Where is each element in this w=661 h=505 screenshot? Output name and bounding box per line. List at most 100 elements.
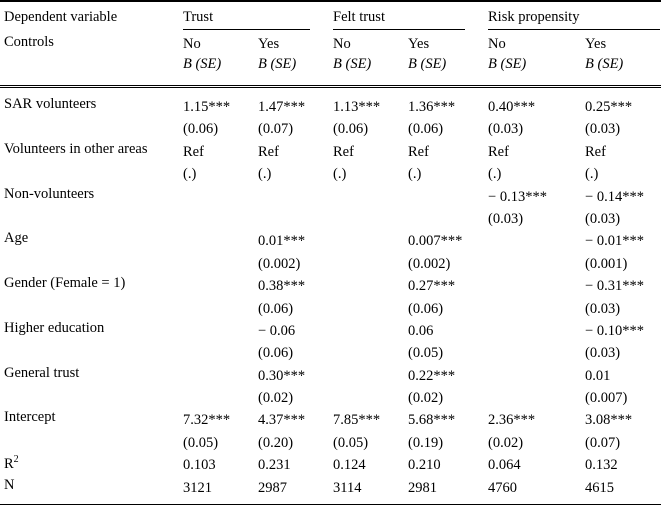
estimate-value: 1.47*** — [258, 99, 306, 115]
estimate-value: 2.36*** — [488, 412, 536, 429]
coefficient-cell: − 0.01*** (0.001) — [585, 230, 661, 275]
standard-error-value — [333, 342, 408, 364]
coefficient-cell: − 0.13*** (0.03) — [488, 186, 585, 231]
stat-label: B (SE) — [258, 56, 297, 72]
estimate-value — [488, 275, 585, 297]
header-controls-row: Controls No B (SE) Yes B (SE) No B (SE) … — [0, 30, 661, 88]
estimate-value — [333, 275, 408, 297]
standard-error-value: (0.03) — [585, 300, 621, 317]
standard-error-value: (.) — [258, 166, 272, 183]
standard-error-value: (0.007) — [585, 390, 628, 407]
coefficient-cell — [333, 275, 408, 320]
stat-label: B (SE) — [488, 56, 527, 72]
coefficient-cell: 0.01*** (0.002) — [258, 230, 333, 275]
estimate-value: 1.36*** — [408, 99, 456, 115]
estimate-value: − 0.01*** — [585, 233, 644, 250]
estimate-value: 0.38*** — [258, 278, 306, 295]
coefficient-cell — [488, 365, 585, 410]
estimate-value: − 0.31*** — [585, 278, 644, 295]
coefficient-cell: 0.124 — [333, 454, 408, 476]
stat-label: B (SE) — [183, 56, 222, 72]
standard-error-value: (.) — [488, 166, 502, 183]
coefficient-cell: Ref (.) — [408, 141, 488, 186]
estimate-value — [488, 365, 585, 387]
estimate-value: 0.210 — [408, 457, 441, 474]
estimate-value: Ref — [585, 143, 606, 160]
subcol-label: No — [183, 36, 201, 52]
coefficient-cell: Ref (.) — [488, 141, 585, 186]
row-label: Volunteers in other areas — [4, 140, 148, 157]
standard-error-value: (0.002) — [258, 255, 301, 272]
standard-error-value: (0.03) — [585, 121, 621, 138]
standard-error-value — [408, 208, 488, 230]
coefficient-cell: 0.064 — [488, 454, 585, 476]
coefficient-cell — [183, 230, 258, 275]
coefficient-cell: 0.007*** (0.002) — [408, 230, 488, 275]
coefficient-cell: 2.36*** (0.02) — [488, 409, 585, 454]
group-header-risk-propensity: Risk propensity — [488, 1, 661, 30]
coefficient-cell: 7.32*** (0.05) — [183, 409, 258, 454]
standard-error-value: (0.06) — [258, 300, 294, 317]
coefficient-cell: 2981 — [408, 477, 488, 505]
coefficient-cell: − 0.14*** (0.03) — [585, 186, 661, 231]
estimate-value — [183, 365, 258, 387]
table-row: Age 0.01*** (0.002) 0.007*** (0.002) − 0.01**… — [0, 230, 661, 275]
coefficient-cell — [333, 186, 408, 231]
coefficient-cell — [488, 230, 585, 275]
standard-error-value: (0.06) — [183, 121, 219, 138]
estimate-value: 0.01 — [585, 367, 611, 384]
estimate-value: 0.27*** — [408, 278, 456, 295]
coefficient-cell: − 0.31*** (0.03) — [585, 275, 661, 320]
coefficient-cell — [488, 320, 585, 365]
estimate-value — [488, 230, 585, 252]
coefficient-cell — [183, 186, 258, 231]
coefficient-cell: 0.40*** (0.03) — [488, 87, 585, 141]
standard-error-value: (0.06) — [408, 121, 444, 138]
standard-error-value — [333, 298, 408, 320]
standard-error-value — [488, 342, 585, 364]
standard-error-value: (0.002) — [408, 255, 451, 272]
coefficient-cell: Ref (.) — [258, 141, 333, 186]
dependent-variable-header: Dependent variable — [4, 9, 118, 25]
estimate-value: 0.132 — [585, 457, 618, 474]
row-label: Non-volunteers — [4, 185, 95, 202]
estimate-value: 1.13*** — [333, 99, 381, 115]
estimate-value: 2981 — [408, 479, 438, 496]
standard-error-value — [258, 208, 333, 230]
subcol-label: No — [488, 36, 506, 52]
coefficient-cell: Ref (.) — [183, 141, 258, 186]
header-group-row: Dependent variable Trust Felt trust Risk… — [0, 1, 661, 30]
table-row: Gender (Female = 1) 0.38*** (0.06) 0.27*** (… — [0, 275, 661, 320]
estimate-value: 4.37*** — [258, 412, 306, 429]
estimate-value: Ref — [333, 143, 354, 160]
coefficient-cell: 0.01 (0.007) — [585, 365, 661, 410]
subcol-label: Yes — [585, 36, 607, 52]
table-row: Volunteers in other areas Ref (.) Ref (.) Ref… — [0, 141, 661, 186]
estimate-value: Ref — [408, 143, 429, 160]
estimate-value: 3.08*** — [585, 412, 633, 429]
standard-error-value: (0.07) — [585, 434, 621, 451]
estimate-value — [183, 275, 258, 297]
standard-error-value: (0.20) — [258, 434, 294, 451]
standard-error-value: (0.06) — [333, 121, 369, 138]
standard-error-value — [488, 253, 585, 275]
row-label: General trust — [4, 364, 80, 381]
estimate-value — [183, 230, 258, 252]
coefficient-cell: 0.231 — [258, 454, 333, 476]
estimate-value: 0.22*** — [408, 367, 456, 384]
subcol-label: Yes — [408, 36, 430, 52]
coefficient-cell — [333, 230, 408, 275]
estimate-value: 4760 — [488, 479, 518, 496]
standard-error-value: (0.06) — [258, 345, 294, 362]
coefficient-cell: 3.08*** (0.07) — [585, 409, 661, 454]
standard-error-value: (0.19) — [408, 434, 444, 451]
table-row: General trust 0.30*** (0.02) 0.22*** (0.02) 0… — [0, 365, 661, 410]
standard-error-value: (.) — [183, 166, 197, 183]
estimate-value: − 0.14*** — [585, 188, 644, 205]
estimate-value: 7.32*** — [183, 412, 231, 429]
coefficient-cell: 4615 — [585, 477, 661, 505]
subcol-header-risk-propensity-yes: Yes B (SE) — [585, 30, 661, 88]
coefficient-cell: 7.85*** (0.05) — [333, 409, 408, 454]
coefficient-cell: 0.103 — [183, 454, 258, 476]
